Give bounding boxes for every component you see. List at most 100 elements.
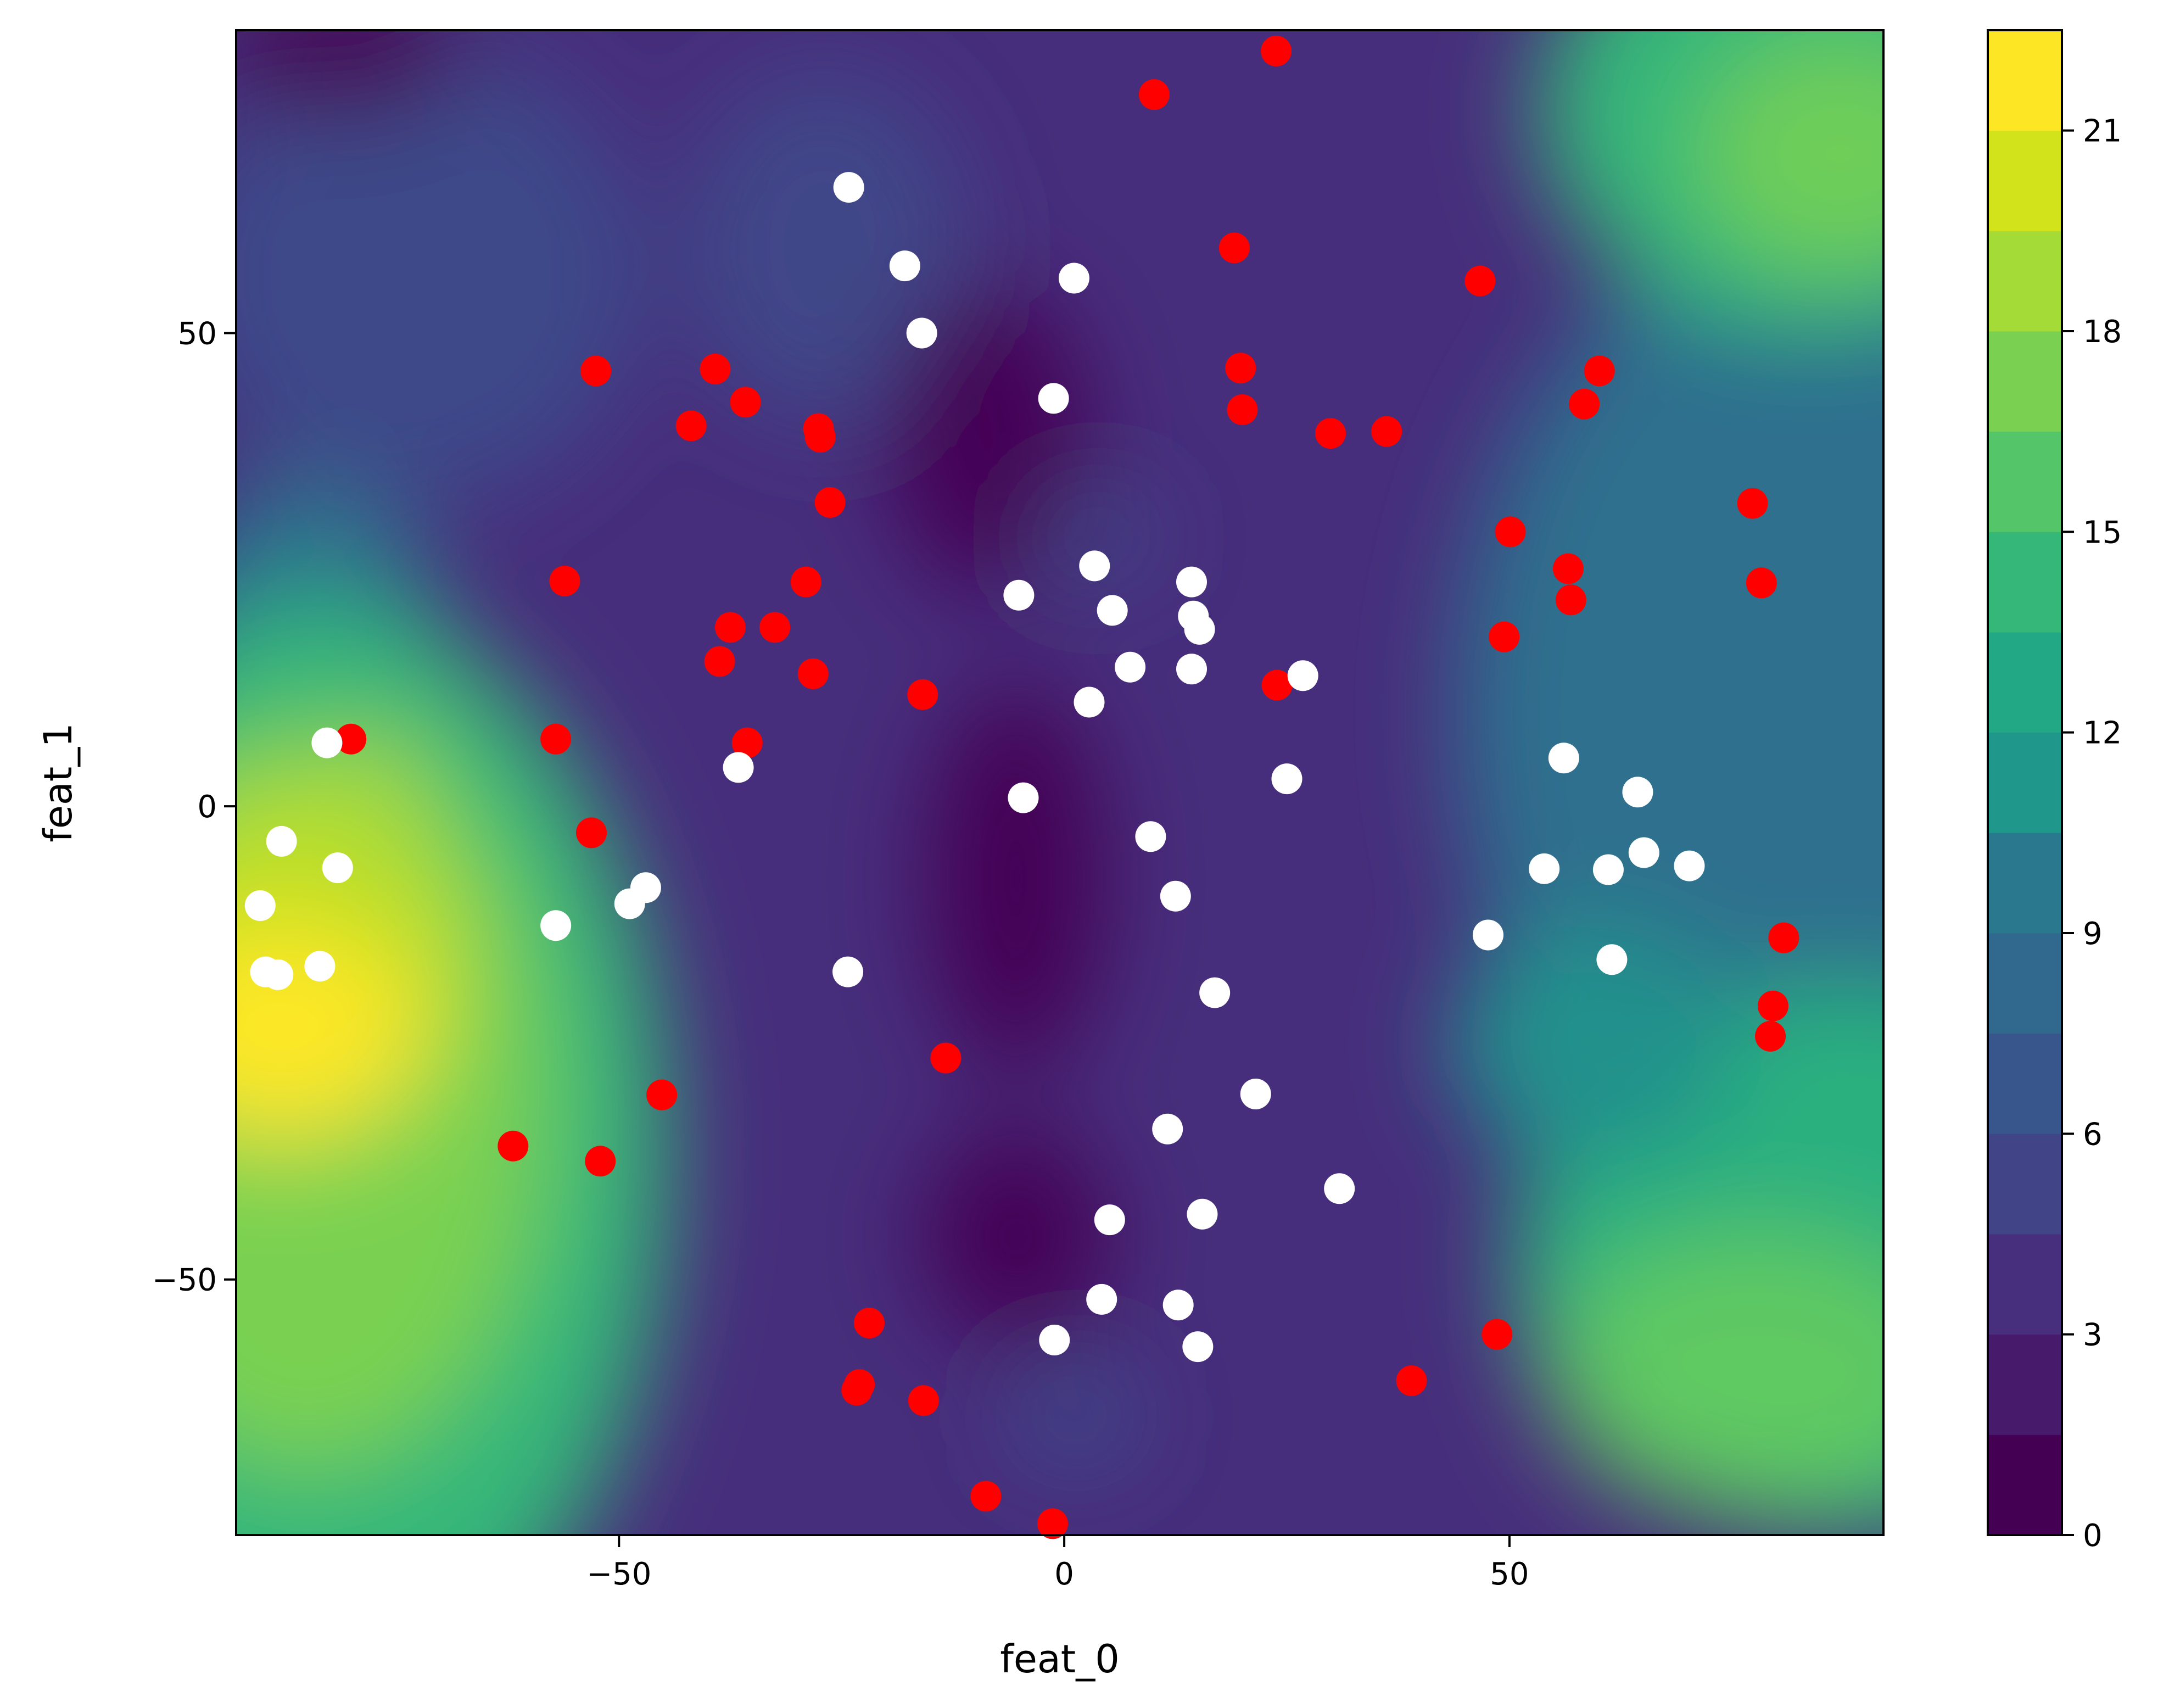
white-point [906, 317, 937, 349]
colorbar: 0 3 6 9 12 15 18 21 [1987, 29, 2122, 1554]
colorbar-tick-label: 6 [2083, 1117, 2103, 1152]
white-point [1187, 1198, 1218, 1230]
white-point [1038, 383, 1069, 414]
red-point [336, 723, 367, 755]
colorbar-band [1988, 231, 2062, 332]
white-point [1097, 595, 1128, 626]
white-point [1079, 550, 1110, 582]
colorbar-ticks: 0 3 6 9 12 15 18 21 [2062, 114, 2122, 1554]
white-point [630, 872, 661, 903]
y-tick-label: 50 [178, 316, 217, 351]
red-point [1768, 922, 1799, 953]
white-point [1199, 977, 1231, 1008]
white-point [1622, 777, 1653, 808]
colorbar-tick-label: 12 [2083, 716, 2122, 751]
red-point [585, 1146, 616, 1177]
red-point [1495, 516, 1526, 548]
red-point [1755, 1020, 1786, 1052]
red-point [731, 727, 763, 758]
red-point [1315, 418, 1346, 449]
colorbar-band [1988, 1234, 2062, 1335]
colorbar-band [1988, 532, 2062, 633]
red-point [907, 679, 938, 710]
red-point [646, 1079, 678, 1110]
colorbar-tick-label: 18 [2083, 314, 2122, 350]
contour-region [923, 1126, 1109, 1346]
red-point [580, 355, 612, 387]
red-point [730, 387, 761, 418]
red-point [1225, 353, 1256, 384]
contour-region [236, 30, 461, 115]
colorbar-band [1988, 431, 2062, 532]
x-tick-label: 0 [1054, 1556, 1074, 1592]
white-point [1008, 782, 1039, 813]
white-point [262, 959, 294, 990]
white-point [1628, 837, 1659, 868]
white-point [1473, 919, 1503, 951]
white-point [1271, 763, 1302, 795]
red-point [576, 817, 607, 849]
x-tick-label: 50 [1490, 1556, 1529, 1592]
contour-region [335, 730, 423, 862]
red-point [1371, 416, 1402, 447]
colorbar-tick-label: 0 [2083, 1518, 2103, 1554]
red-point [1569, 388, 1600, 420]
white-point [1176, 566, 1207, 598]
white-point [1240, 1078, 1271, 1109]
red-point [1737, 488, 1768, 519]
colorbar-band [1988, 1334, 2062, 1435]
red-point [853, 1307, 885, 1338]
red-point [930, 1042, 961, 1074]
red-point [1261, 35, 1292, 66]
white-point [1324, 1173, 1355, 1204]
white-point [540, 910, 572, 941]
colorbar-band [1988, 933, 2062, 1034]
y-axis-title: feat_1 [36, 723, 81, 842]
white-point [1176, 654, 1207, 685]
colorbar-bands [1988, 30, 2062, 1536]
red-point [497, 1130, 529, 1162]
white-point [1162, 1290, 1194, 1321]
plot-frame [235, 29, 1885, 1536]
red-point [1757, 990, 1788, 1022]
white-point [1529, 853, 1560, 884]
red-point [790, 566, 821, 598]
red-point [970, 1481, 1002, 1512]
red-point [844, 1369, 875, 1400]
red-point [549, 565, 580, 596]
contour-region [1038, 500, 1159, 577]
red-point [1261, 669, 1293, 701]
colorbar-band [1988, 833, 2062, 934]
white-point [889, 250, 920, 282]
red-point [700, 353, 731, 384]
colorbar-frame [1987, 29, 2063, 1536]
white-point [244, 890, 276, 922]
red-point [797, 658, 829, 689]
red-point [814, 487, 846, 518]
x-axis: −50 0 50 [586, 1535, 1529, 1592]
white-point [1548, 743, 1579, 774]
red-point [804, 422, 836, 453]
colorbar-band [1988, 1435, 2062, 1536]
red-point [715, 612, 746, 643]
red-point [540, 723, 572, 755]
red-point [1227, 394, 1258, 426]
colorbar-band [1988, 1033, 2062, 1134]
colorbar-band [1988, 30, 2062, 131]
red-point [1482, 1319, 1513, 1350]
white-point [1135, 821, 1166, 852]
contour-region [236, 44, 642, 505]
red-point [1584, 355, 1615, 387]
contour-region [1697, 33, 1883, 275]
white-point [266, 825, 297, 857]
white-point [833, 172, 864, 203]
red-point [759, 612, 791, 643]
x-axis-title: feat_0 [1000, 1637, 1120, 1682]
white-point [1160, 880, 1191, 912]
white-point [832, 956, 864, 987]
contour-region [890, 286, 1087, 593]
red-point [675, 410, 707, 442]
colorbar-tick-label: 9 [2083, 916, 2103, 952]
colorbar-tick-label: 15 [2083, 515, 2122, 550]
